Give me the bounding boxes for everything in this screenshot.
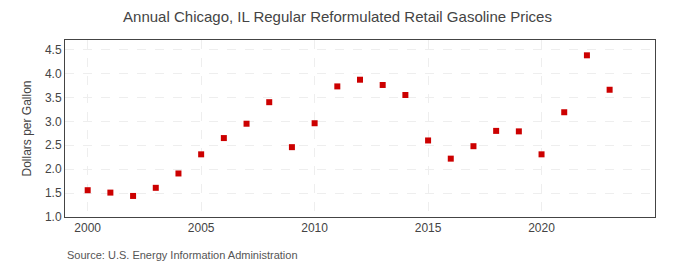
svg-text:2010: 2010 xyxy=(301,221,328,235)
svg-text:2015: 2015 xyxy=(415,221,442,235)
svg-text:Source: U.S. Energy Informatio: Source: U.S. Energy Information Administ… xyxy=(67,249,298,261)
svg-text:3.5: 3.5 xyxy=(45,91,62,105)
svg-text:1.0: 1.0 xyxy=(45,210,62,224)
svg-text:Annual Chicago, IL Regular Ref: Annual Chicago, IL Regular Reformulated … xyxy=(123,8,552,25)
svg-text:Dollars per Gallon: Dollars per Gallon xyxy=(20,80,34,176)
svg-text:1.5: 1.5 xyxy=(45,186,62,200)
svg-text:2020: 2020 xyxy=(528,221,555,235)
svg-text:2000: 2000 xyxy=(74,221,101,235)
svg-text:3.0: 3.0 xyxy=(45,115,62,129)
svg-text:2.0: 2.0 xyxy=(45,162,62,176)
svg-text:4.5: 4.5 xyxy=(45,43,62,57)
svg-text:2.5: 2.5 xyxy=(45,138,62,152)
svg-text:4.0: 4.0 xyxy=(45,67,62,81)
svg-text:2005: 2005 xyxy=(188,221,215,235)
